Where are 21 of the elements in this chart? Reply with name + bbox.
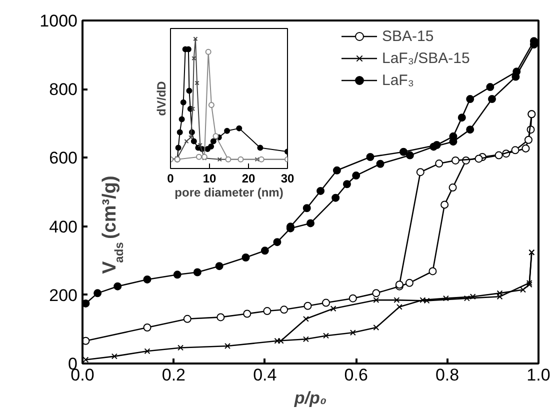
y-axis-title: Vads (cm³/g)	[100, 176, 126, 274]
legend-label: LaF₃/SBA-15	[382, 50, 471, 66]
y-tick-label: 1000	[40, 12, 78, 30]
y-tick-label: 400	[49, 217, 78, 236]
x-axis-title: p/p₀	[293, 388, 327, 408]
x-tick-label: 0	[167, 172, 174, 186]
x-tick-label: 20	[242, 172, 256, 186]
y-tick-label: 200	[49, 286, 78, 305]
x-tick-label: 30	[280, 172, 294, 186]
x-tick-label: 0.8	[435, 366, 460, 384]
x-axis-title: pore diameter (nm)	[174, 186, 284, 200]
x-tick-label: 1.0	[526, 366, 550, 384]
legend-label: SBA-15	[382, 28, 435, 44]
legend-label: LaF₃	[382, 72, 415, 88]
y-axis-title: dV/dD	[154, 80, 168, 116]
x-tick-label: 0.6	[344, 366, 368, 384]
x-tick-label: 0.2	[162, 366, 186, 384]
x-tick-label: 0.4	[253, 366, 277, 384]
y-tick-label: 800	[49, 80, 78, 100]
x-tick-label: 10	[202, 172, 216, 186]
y-tick-label: 600	[49, 148, 78, 168]
